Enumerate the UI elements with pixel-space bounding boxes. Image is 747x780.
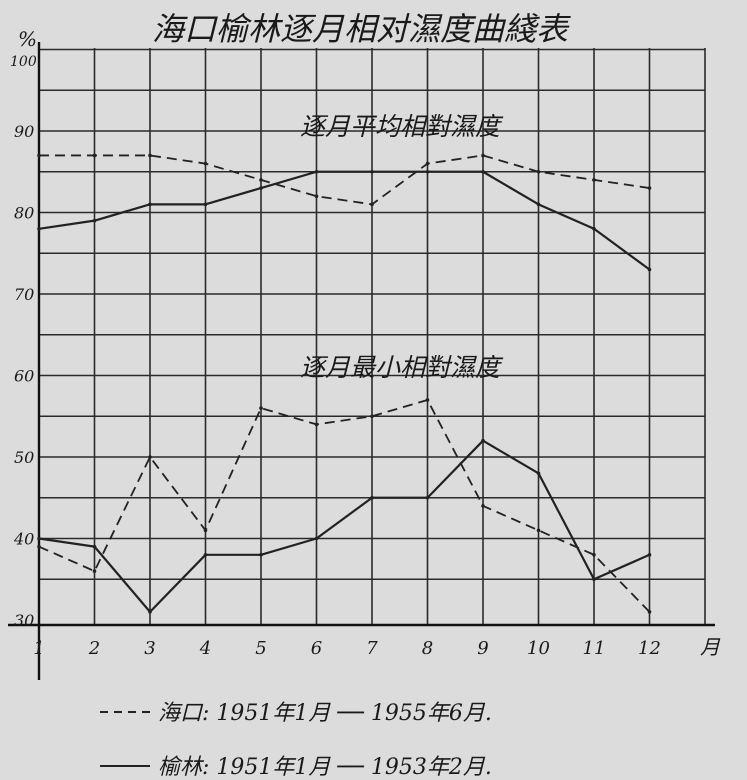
data-point — [370, 169, 374, 174]
y-tick-label: 80 — [14, 204, 34, 223]
legend: 海口: 1951年1月 ── 1955年6月. 榆林: 1951年1月 ── 19… — [100, 701, 492, 780]
data-point — [536, 202, 541, 207]
data-point — [592, 553, 596, 557]
series-line-mean-yulin — [38, 170, 651, 271]
y-tick-label: 50 — [14, 448, 34, 467]
y-tick-label: 70 — [14, 285, 34, 304]
x-tick-label: 8 — [422, 638, 433, 659]
series-line-min-haikou — [38, 399, 651, 613]
x-tick-label: 1 — [33, 638, 44, 659]
data-point — [203, 528, 208, 533]
data-point — [370, 414, 374, 419]
annotation-mean-humidity: 逐月平均相對濕度 — [300, 112, 504, 141]
x-tick-label: 11 — [583, 638, 606, 659]
data-point — [425, 398, 430, 402]
data-point — [425, 161, 430, 166]
series-lines — [37, 153, 652, 614]
data-point — [37, 544, 41, 549]
x-tick-label: 3 — [144, 638, 155, 659]
annotation-min-humidity: 逐月最小相對濕度 — [300, 353, 504, 382]
data-point — [148, 455, 152, 459]
x-tick-label: 12 — [638, 638, 661, 659]
data-point — [592, 227, 596, 231]
data-point — [148, 202, 152, 207]
data-point — [148, 153, 152, 158]
data-point — [536, 169, 541, 174]
x-tick-label: 5 — [255, 638, 266, 659]
x-tick-label: 10 — [527, 638, 550, 659]
data-point — [259, 553, 263, 557]
data-point — [92, 569, 97, 573]
series-line-mean-haikou — [39, 154, 650, 206]
data-point — [481, 169, 485, 174]
data-point — [259, 406, 263, 410]
y-tick-label: 40 — [13, 530, 34, 549]
x-tick-label: 9 — [477, 638, 488, 659]
y-tick-label: 90 — [14, 122, 34, 141]
data-point — [592, 577, 596, 582]
y-tick-label: 60 — [14, 367, 34, 386]
y-tick-label: 30 — [14, 611, 34, 630]
data-point — [647, 267, 652, 272]
y-axis-top-label: 100 — [10, 54, 37, 70]
x-tick-label: 7 — [366, 638, 378, 659]
data-point — [37, 153, 41, 158]
data-point — [314, 194, 319, 198]
data-point — [92, 153, 97, 158]
legend-entry: 海口: 1951年1月 ── 1955年6月. — [158, 701, 492, 726]
x-tick-label: 6 — [311, 638, 322, 659]
series-line-min-yulin — [38, 439, 650, 613]
data-point — [203, 202, 208, 207]
chart-title: 海口榆林逐月相对濕度曲綫表 — [152, 10, 571, 48]
data-point — [92, 218, 97, 223]
y-axis-unit: % — [18, 27, 37, 51]
data-point — [425, 169, 430, 174]
data-point — [536, 471, 541, 476]
data-point — [592, 178, 596, 182]
data-point — [314, 422, 319, 427]
data-point — [370, 202, 374, 207]
data-point — [37, 536, 41, 541]
x-axis-unit: 月 — [700, 635, 721, 659]
x-tick-label: 4 — [199, 638, 211, 659]
data-point — [203, 161, 208, 166]
data-point — [481, 153, 485, 158]
data-point — [314, 536, 319, 541]
data-point — [647, 186, 652, 190]
x-tick-label: 2 — [88, 638, 100, 659]
data-point — [259, 178, 263, 182]
data-point — [425, 495, 430, 500]
data-point — [148, 610, 152, 614]
data-point — [203, 553, 208, 557]
data-point — [481, 504, 485, 508]
data-point — [370, 495, 374, 500]
legend-entry: 榆林: 1951年1月 ── 1953年2月. — [158, 755, 492, 780]
data-point — [647, 610, 652, 614]
axes — [8, 42, 715, 680]
labels: 海口榆林逐月相对濕度曲綫表 % 100 月 逐月平均相對濕度 逐月最小相對濕度 … — [10, 10, 721, 659]
data-point — [37, 227, 41, 231]
data-point — [314, 169, 319, 174]
data-point — [481, 438, 485, 443]
data-point — [647, 553, 652, 557]
data-point — [92, 544, 97, 549]
data-point — [259, 186, 263, 190]
data-point — [536, 528, 541, 533]
